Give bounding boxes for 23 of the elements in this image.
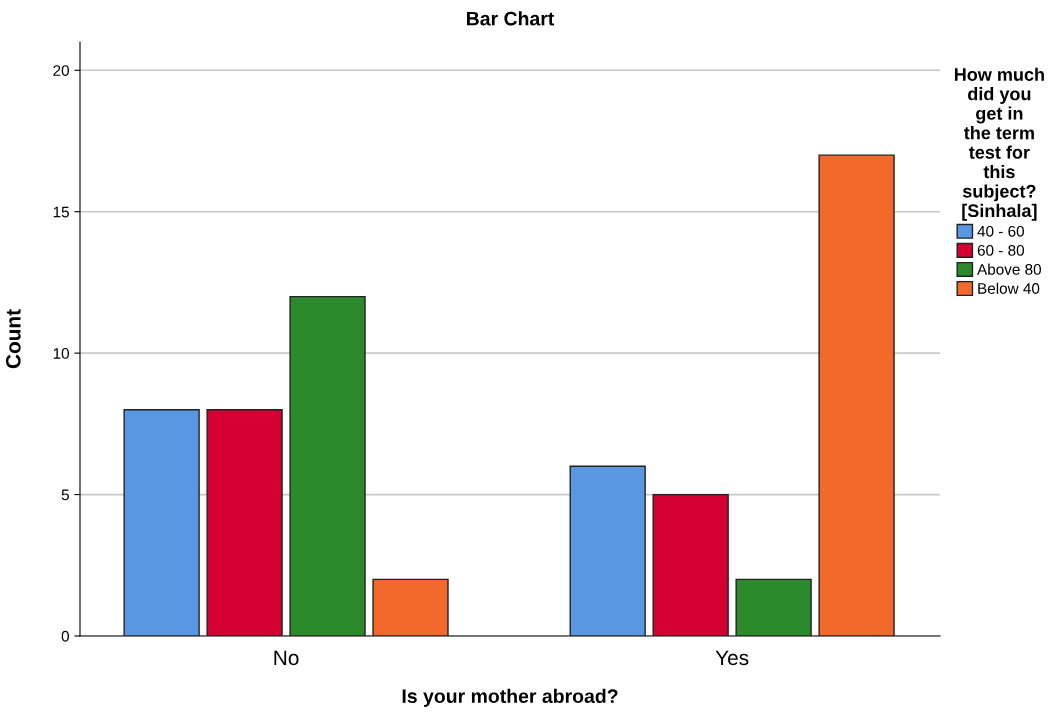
y-tick-label: 0 [61,630,69,642]
legend-label: 40 - 60 [977,225,1025,237]
chart-title: Bar Chart [467,11,555,26]
bar [289,295,366,636]
y-tick-label: 20 [53,65,69,76]
y-tick-label: 15 [53,206,69,218]
legend-label: Below 40 [978,282,1040,294]
legend-label: 60 - 80 [977,244,1025,256]
x-tick-label: No [274,650,299,666]
bar [569,465,646,636]
y-axis-title: Count [5,309,21,369]
bar [818,154,895,636]
y-tick-label: 10 [53,348,69,359]
bar [735,578,812,636]
legend-label: Above 80 [977,263,1041,275]
bar [372,578,449,636]
bar [123,409,200,636]
x-tick-label: Yes [715,650,749,666]
y-tick-label: 5 [61,489,69,501]
x-axis-title: Is your mother abroad? [402,688,618,707]
legend-title: How much did you get in the term test for this subject? [Sinhala] [954,67,1044,221]
bar [652,493,729,636]
bar [206,409,283,636]
